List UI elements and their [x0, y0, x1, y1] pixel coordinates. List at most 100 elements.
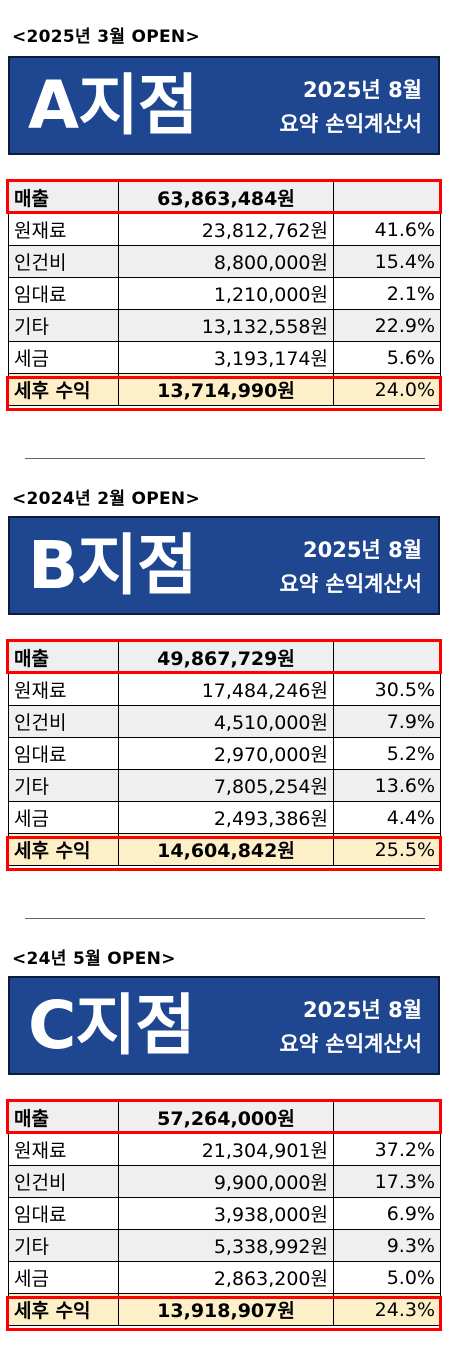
row-amount: 23,812,762원 [118, 213, 334, 246]
profit-row: 세후 수익 13,714,990원 24.0% [8, 373, 441, 406]
row-amount: 9,900,000원 [118, 1165, 334, 1198]
profit-pct: 24.0% [333, 373, 441, 406]
section-divider [25, 918, 425, 919]
row-label: 인건비 [8, 245, 119, 278]
row-pct: 5.6% [333, 341, 441, 374]
row-label: 기타 [8, 769, 119, 802]
row-amount: 2,863,200원 [118, 1261, 334, 1294]
report-title: 요약 손익계산서 [279, 1032, 422, 1056]
sales-pct [333, 1101, 441, 1134]
row-amount: 13,132,558원 [118, 309, 334, 342]
profit-label: 세후 수익 [8, 833, 119, 866]
row-pct: 7.9% [333, 705, 441, 738]
sales-amount: 57,264,000원 [118, 1101, 334, 1134]
table-row: 임대료 3,938,000원 6.9% [8, 1197, 441, 1230]
row-amount: 8,800,000원 [118, 245, 334, 278]
table-row: 원재료 23,812,762원 41.6% [8, 213, 441, 246]
row-amount: 1,210,000원 [118, 277, 334, 310]
table-row: 인건비 4,510,000원 7.9% [8, 705, 441, 738]
store-name: C지점 [28, 987, 196, 1064]
row-label: 임대료 [8, 737, 119, 770]
table-row: 임대료 2,970,000원 5.2% [8, 737, 441, 770]
row-amount: 5,338,992원 [118, 1229, 334, 1262]
row-amount: 7,805,254원 [118, 769, 334, 802]
row-pct: 37.2% [333, 1133, 441, 1166]
sales-amount: 63,863,484원 [118, 181, 334, 214]
row-amount: 3,938,000원 [118, 1197, 334, 1230]
table-row: 임대료 1,210,000원 2.1% [8, 277, 441, 310]
open-date-note: <2025년 3월 OPEN> [12, 27, 200, 47]
income-statement-table: 매출 57,264,000원 원재료 21,304,901원 37.2% 인건비… [8, 1101, 441, 1326]
report-period: 2025년 8월 [302, 538, 422, 562]
table-row: 인건비 8,800,000원 15.4% [8, 245, 441, 278]
row-amount: 3,193,174원 [118, 341, 334, 374]
table-row: 기타 7,805,254원 13.6% [8, 769, 441, 802]
store-name: B지점 [28, 527, 198, 604]
table-row: 세금 3,193,174원 5.6% [8, 341, 441, 374]
profit-row: 세후 수익 13,918,907원 24.3% [8, 1293, 441, 1326]
sales-amount: 49,867,729원 [118, 641, 334, 674]
table-row: 기타 5,338,992원 9.3% [8, 1229, 441, 1262]
row-amount: 17,484,246원 [118, 673, 334, 706]
profit-amount: 13,918,907원 [118, 1293, 334, 1326]
store-banner: C지점 2025년 8월 요약 손익계산서 [8, 976, 440, 1075]
row-pct: 5.2% [333, 737, 441, 770]
row-amount: 21,304,901원 [118, 1133, 334, 1166]
row-label: 인건비 [8, 1165, 119, 1198]
row-pct: 15.4% [333, 245, 441, 278]
store-name: A지점 [28, 67, 199, 144]
profit-pct: 25.5% [333, 833, 441, 866]
row-label: 임대료 [8, 1197, 119, 1230]
row-amount: 2,493,386원 [118, 801, 334, 834]
table-row: 세금 2,863,200원 5.0% [8, 1261, 441, 1294]
row-pct: 2.1% [333, 277, 441, 310]
open-date-note: <24년 5월 OPEN> [12, 949, 176, 969]
row-label: 인건비 [8, 705, 119, 738]
row-pct: 6.9% [333, 1197, 441, 1230]
row-amount: 4,510,000원 [118, 705, 334, 738]
sales-row: 매출 57,264,000원 [8, 1101, 441, 1134]
sales-row: 매출 49,867,729원 [8, 641, 441, 674]
row-label: 원재료 [8, 673, 119, 706]
sales-pct [333, 181, 441, 214]
report-title: 요약 손익계산서 [279, 572, 422, 596]
row-label: 세금 [8, 801, 119, 834]
profit-row: 세후 수익 14,604,842원 25.5% [8, 833, 441, 866]
table-row: 세금 2,493,386원 4.4% [8, 801, 441, 834]
profit-label: 세후 수익 [8, 373, 119, 406]
section-divider [25, 458, 425, 459]
row-label: 기타 [8, 1229, 119, 1262]
income-statement-table: 매출 49,867,729원 원재료 17,484,246원 30.5% 인건비… [8, 641, 441, 866]
row-label: 임대료 [8, 277, 119, 310]
row-pct: 5.0% [333, 1261, 441, 1294]
row-pct: 22.9% [333, 309, 441, 342]
row-pct: 4.4% [333, 801, 441, 834]
row-pct: 17.3% [333, 1165, 441, 1198]
row-amount: 2,970,000원 [118, 737, 334, 770]
profit-amount: 14,604,842원 [118, 833, 334, 866]
report-title: 요약 손익계산서 [279, 112, 422, 136]
profit-amount: 13,714,990원 [118, 373, 334, 406]
row-pct: 30.5% [333, 673, 441, 706]
sales-pct [333, 641, 441, 674]
sales-label: 매출 [8, 641, 119, 674]
store-banner: B지점 2025년 8월 요약 손익계산서 [8, 516, 440, 615]
row-label: 원재료 [8, 213, 119, 246]
open-date-note: <2024년 2월 OPEN> [12, 489, 200, 509]
table-row: 기타 13,132,558원 22.9% [8, 309, 441, 342]
row-label: 원재료 [8, 1133, 119, 1166]
report-period: 2025년 8월 [302, 78, 422, 102]
profit-label: 세후 수익 [8, 1293, 119, 1326]
row-pct: 9.3% [333, 1229, 441, 1262]
table-row: 원재료 21,304,901원 37.2% [8, 1133, 441, 1166]
row-label: 세금 [8, 341, 119, 374]
sales-label: 매출 [8, 1101, 119, 1134]
report-period: 2025년 8월 [302, 998, 422, 1022]
table-row: 인건비 9,900,000원 17.3% [8, 1165, 441, 1198]
store-banner: A지점 2025년 8월 요약 손익계산서 [8, 56, 440, 155]
income-statement-table: 매출 63,863,484원 원재료 23,812,762원 41.6% 인건비… [8, 181, 441, 406]
row-pct: 41.6% [333, 213, 441, 246]
table-row: 원재료 17,484,246원 30.5% [8, 673, 441, 706]
row-label: 세금 [8, 1261, 119, 1294]
row-label: 기타 [8, 309, 119, 342]
